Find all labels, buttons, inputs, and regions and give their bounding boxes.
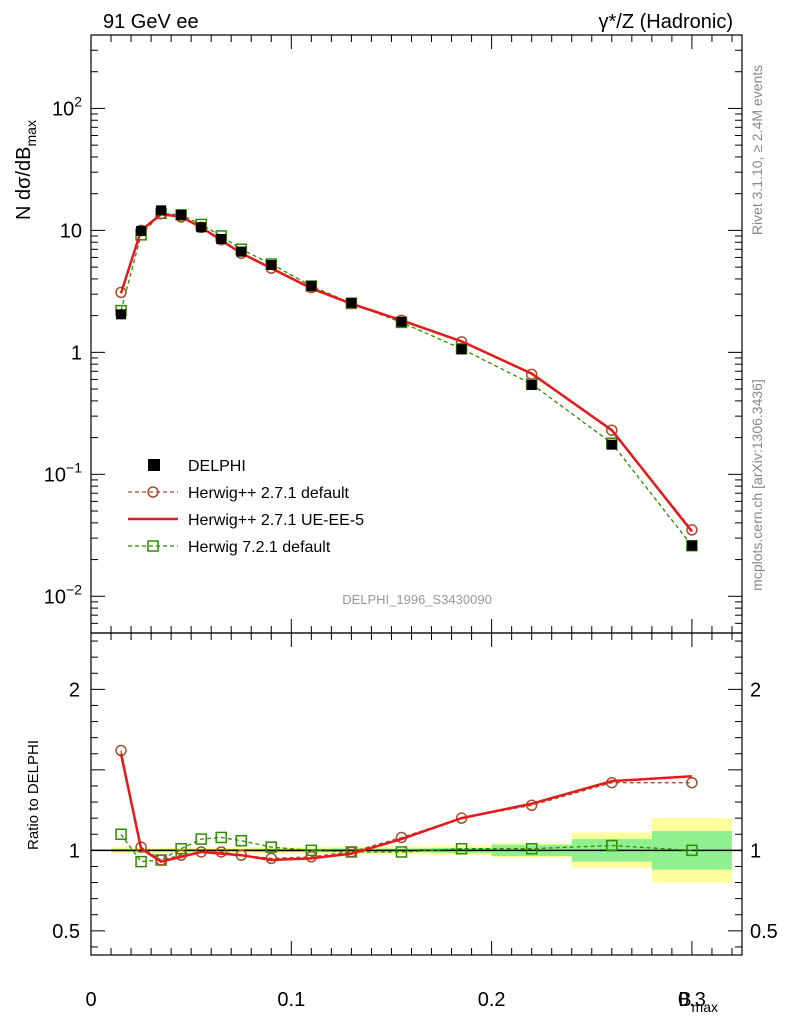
data-point xyxy=(115,286,127,299)
ratio-y-tick-label-right: 1 xyxy=(750,840,761,862)
data-point xyxy=(606,839,618,852)
data-point xyxy=(455,842,468,855)
data-point xyxy=(216,234,227,245)
data-point xyxy=(686,776,698,789)
ratio-y-tick-label-left: 1 xyxy=(69,840,80,862)
header-right: γ*/Z (Hadronic) xyxy=(599,11,733,33)
y-tick-label: 102 xyxy=(52,93,82,120)
data-point xyxy=(215,831,227,844)
data-point xyxy=(147,540,159,552)
data-point xyxy=(156,205,167,216)
data-point xyxy=(686,524,698,536)
legend-label: DELPHI xyxy=(188,458,246,475)
legend-entry: Herwig++ 2.7.1 UE-EE-5 xyxy=(128,512,364,529)
ratio-y-tick-label-left: 2 xyxy=(69,679,80,701)
side-text-rivet: Rivet 3.1.10, ≥ 2.4M events xyxy=(749,65,765,235)
legend-entry: Herwig 7.2.1 default xyxy=(128,539,331,556)
data-point xyxy=(235,834,247,847)
legend-entry: Herwig++ 2.7.1 default xyxy=(128,485,350,502)
x-axis-label: Bmax xyxy=(678,989,718,1015)
x-tick-label: 0 xyxy=(85,989,96,1011)
ratio-uncertainty-bands xyxy=(91,818,742,883)
y-tick-label: 10−1 xyxy=(44,459,82,486)
legend-label: Herwig++ 2.7.1 UE-EE-5 xyxy=(188,512,364,529)
y-tick-label: 10 xyxy=(60,220,82,242)
ratio-y-tick-label-left: 0.5 xyxy=(52,921,80,943)
y-tick-label: 1 xyxy=(71,342,82,364)
data-point xyxy=(175,842,187,855)
x-tick-label: 0.3 xyxy=(678,989,706,1011)
data-point xyxy=(265,841,278,853)
series-line xyxy=(119,753,692,863)
data-point xyxy=(525,368,538,381)
data-point xyxy=(396,316,407,327)
main-y-axis-label: N dσ/dBmax xyxy=(13,120,39,220)
data-point xyxy=(346,297,357,308)
ratio-y-tick-label-right: 2 xyxy=(750,679,761,701)
data-point xyxy=(115,828,127,840)
data-point xyxy=(526,379,537,390)
data-point xyxy=(135,841,147,853)
data-point xyxy=(195,833,207,845)
data-point xyxy=(606,424,618,436)
data-point xyxy=(686,844,698,857)
ratio-y-tick-label-right: 0.5 xyxy=(750,921,778,943)
data-point xyxy=(395,846,408,858)
axis-ticks: 0 0.1 0.2 0.3 10−2 10−1 1 10 102 0.5 0.5 1 1 2 2 xyxy=(44,34,778,1011)
x-tick-label: 0.1 xyxy=(277,989,305,1011)
data-point xyxy=(236,246,247,257)
side-text-mcplots: mcplots.cern.ch [arXiv:1306.3436] xyxy=(749,379,765,591)
data-point xyxy=(116,309,127,320)
header-left: 91 GeV ee xyxy=(103,11,199,33)
data-point xyxy=(176,209,187,220)
axes-frames xyxy=(90,34,743,956)
series-line xyxy=(120,213,693,531)
data-point xyxy=(266,260,277,271)
series-line xyxy=(119,212,693,533)
analysis-tag: DELPHI_1996_S3430090 xyxy=(342,592,492,607)
data-point xyxy=(147,486,159,498)
legend-entry: DELPHI xyxy=(148,458,246,475)
series-line xyxy=(120,833,692,863)
data-point xyxy=(135,855,147,868)
legend-label: Herwig++ 2.7.1 default xyxy=(188,485,350,502)
legend-label: Herwig 7.2.1 default xyxy=(188,539,331,556)
ratio-panel-frame xyxy=(90,632,743,956)
legend-swatch xyxy=(148,459,160,471)
data-point xyxy=(136,225,147,236)
ratio-y-axis-label: Ratio to DELPHI xyxy=(25,740,42,850)
data-point xyxy=(306,281,317,292)
main-panel-series xyxy=(115,205,698,552)
data-point xyxy=(525,842,538,855)
data-point xyxy=(196,222,207,233)
data-point xyxy=(686,540,697,551)
y-tick-label: 10−2 xyxy=(44,581,82,608)
data-point xyxy=(606,439,617,450)
data-point xyxy=(456,344,467,355)
legend: DELPHI Herwig++ 2.7.1 default Herwig++ 2.7… xyxy=(128,458,364,556)
ratio-panel-series xyxy=(115,744,698,868)
x-tick-label: 0.2 xyxy=(478,989,506,1011)
data-point xyxy=(305,844,318,857)
